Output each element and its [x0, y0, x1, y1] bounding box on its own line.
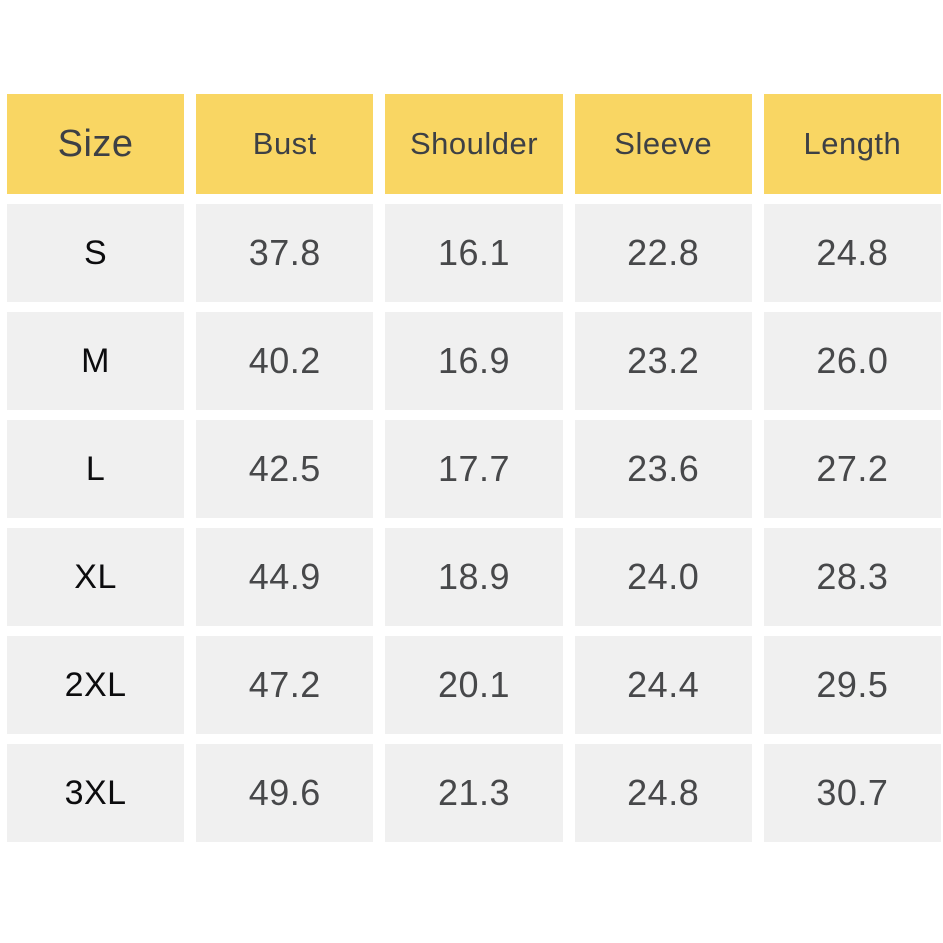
measurement-cell: 29.5 — [763, 636, 941, 734]
size-cell: L — [7, 420, 185, 518]
measurement-cell: 26.0 — [763, 312, 941, 410]
measurement-cell: 24.8 — [763, 204, 941, 302]
measurement-cell: 21.3 — [385, 744, 563, 842]
measurement-cell: 18.9 — [385, 528, 563, 626]
size-cell: 3XL — [7, 744, 185, 842]
header-cell-shoulder: Shoulder — [385, 94, 563, 194]
measurement-cell: 20.1 — [385, 636, 563, 734]
measurement-cell: 16.1 — [385, 204, 563, 302]
size-cell: XL — [7, 528, 185, 626]
header-cell-bust: Bust — [196, 94, 374, 194]
size-chart-table: Size Bust Shoulder Sleeve Length S 37.8 … — [7, 94, 941, 842]
measurement-cell: 27.2 — [763, 420, 941, 518]
measurement-cell: 16.9 — [385, 312, 563, 410]
header-cell-length: Length — [763, 94, 941, 194]
measurement-cell: 47.2 — [196, 636, 374, 734]
measurement-cell: 24.8 — [574, 744, 752, 842]
measurement-cell: 24.4 — [574, 636, 752, 734]
measurement-cell: 23.2 — [574, 312, 752, 410]
size-cell: S — [7, 204, 185, 302]
header-cell-size: Size — [7, 94, 185, 194]
size-cell: 2XL — [7, 636, 185, 734]
header-cell-sleeve: Sleeve — [574, 94, 752, 194]
measurement-cell: 44.9 — [196, 528, 374, 626]
measurement-cell: 49.6 — [196, 744, 374, 842]
measurement-cell: 30.7 — [763, 744, 941, 842]
measurement-cell: 42.5 — [196, 420, 374, 518]
measurement-cell: 23.6 — [574, 420, 752, 518]
measurement-cell: 40.2 — [196, 312, 374, 410]
measurement-cell: 17.7 — [385, 420, 563, 518]
measurement-cell: 22.8 — [574, 204, 752, 302]
measurement-cell: 28.3 — [763, 528, 941, 626]
measurement-cell: 37.8 — [196, 204, 374, 302]
size-cell: M — [7, 312, 185, 410]
measurement-cell: 24.0 — [574, 528, 752, 626]
